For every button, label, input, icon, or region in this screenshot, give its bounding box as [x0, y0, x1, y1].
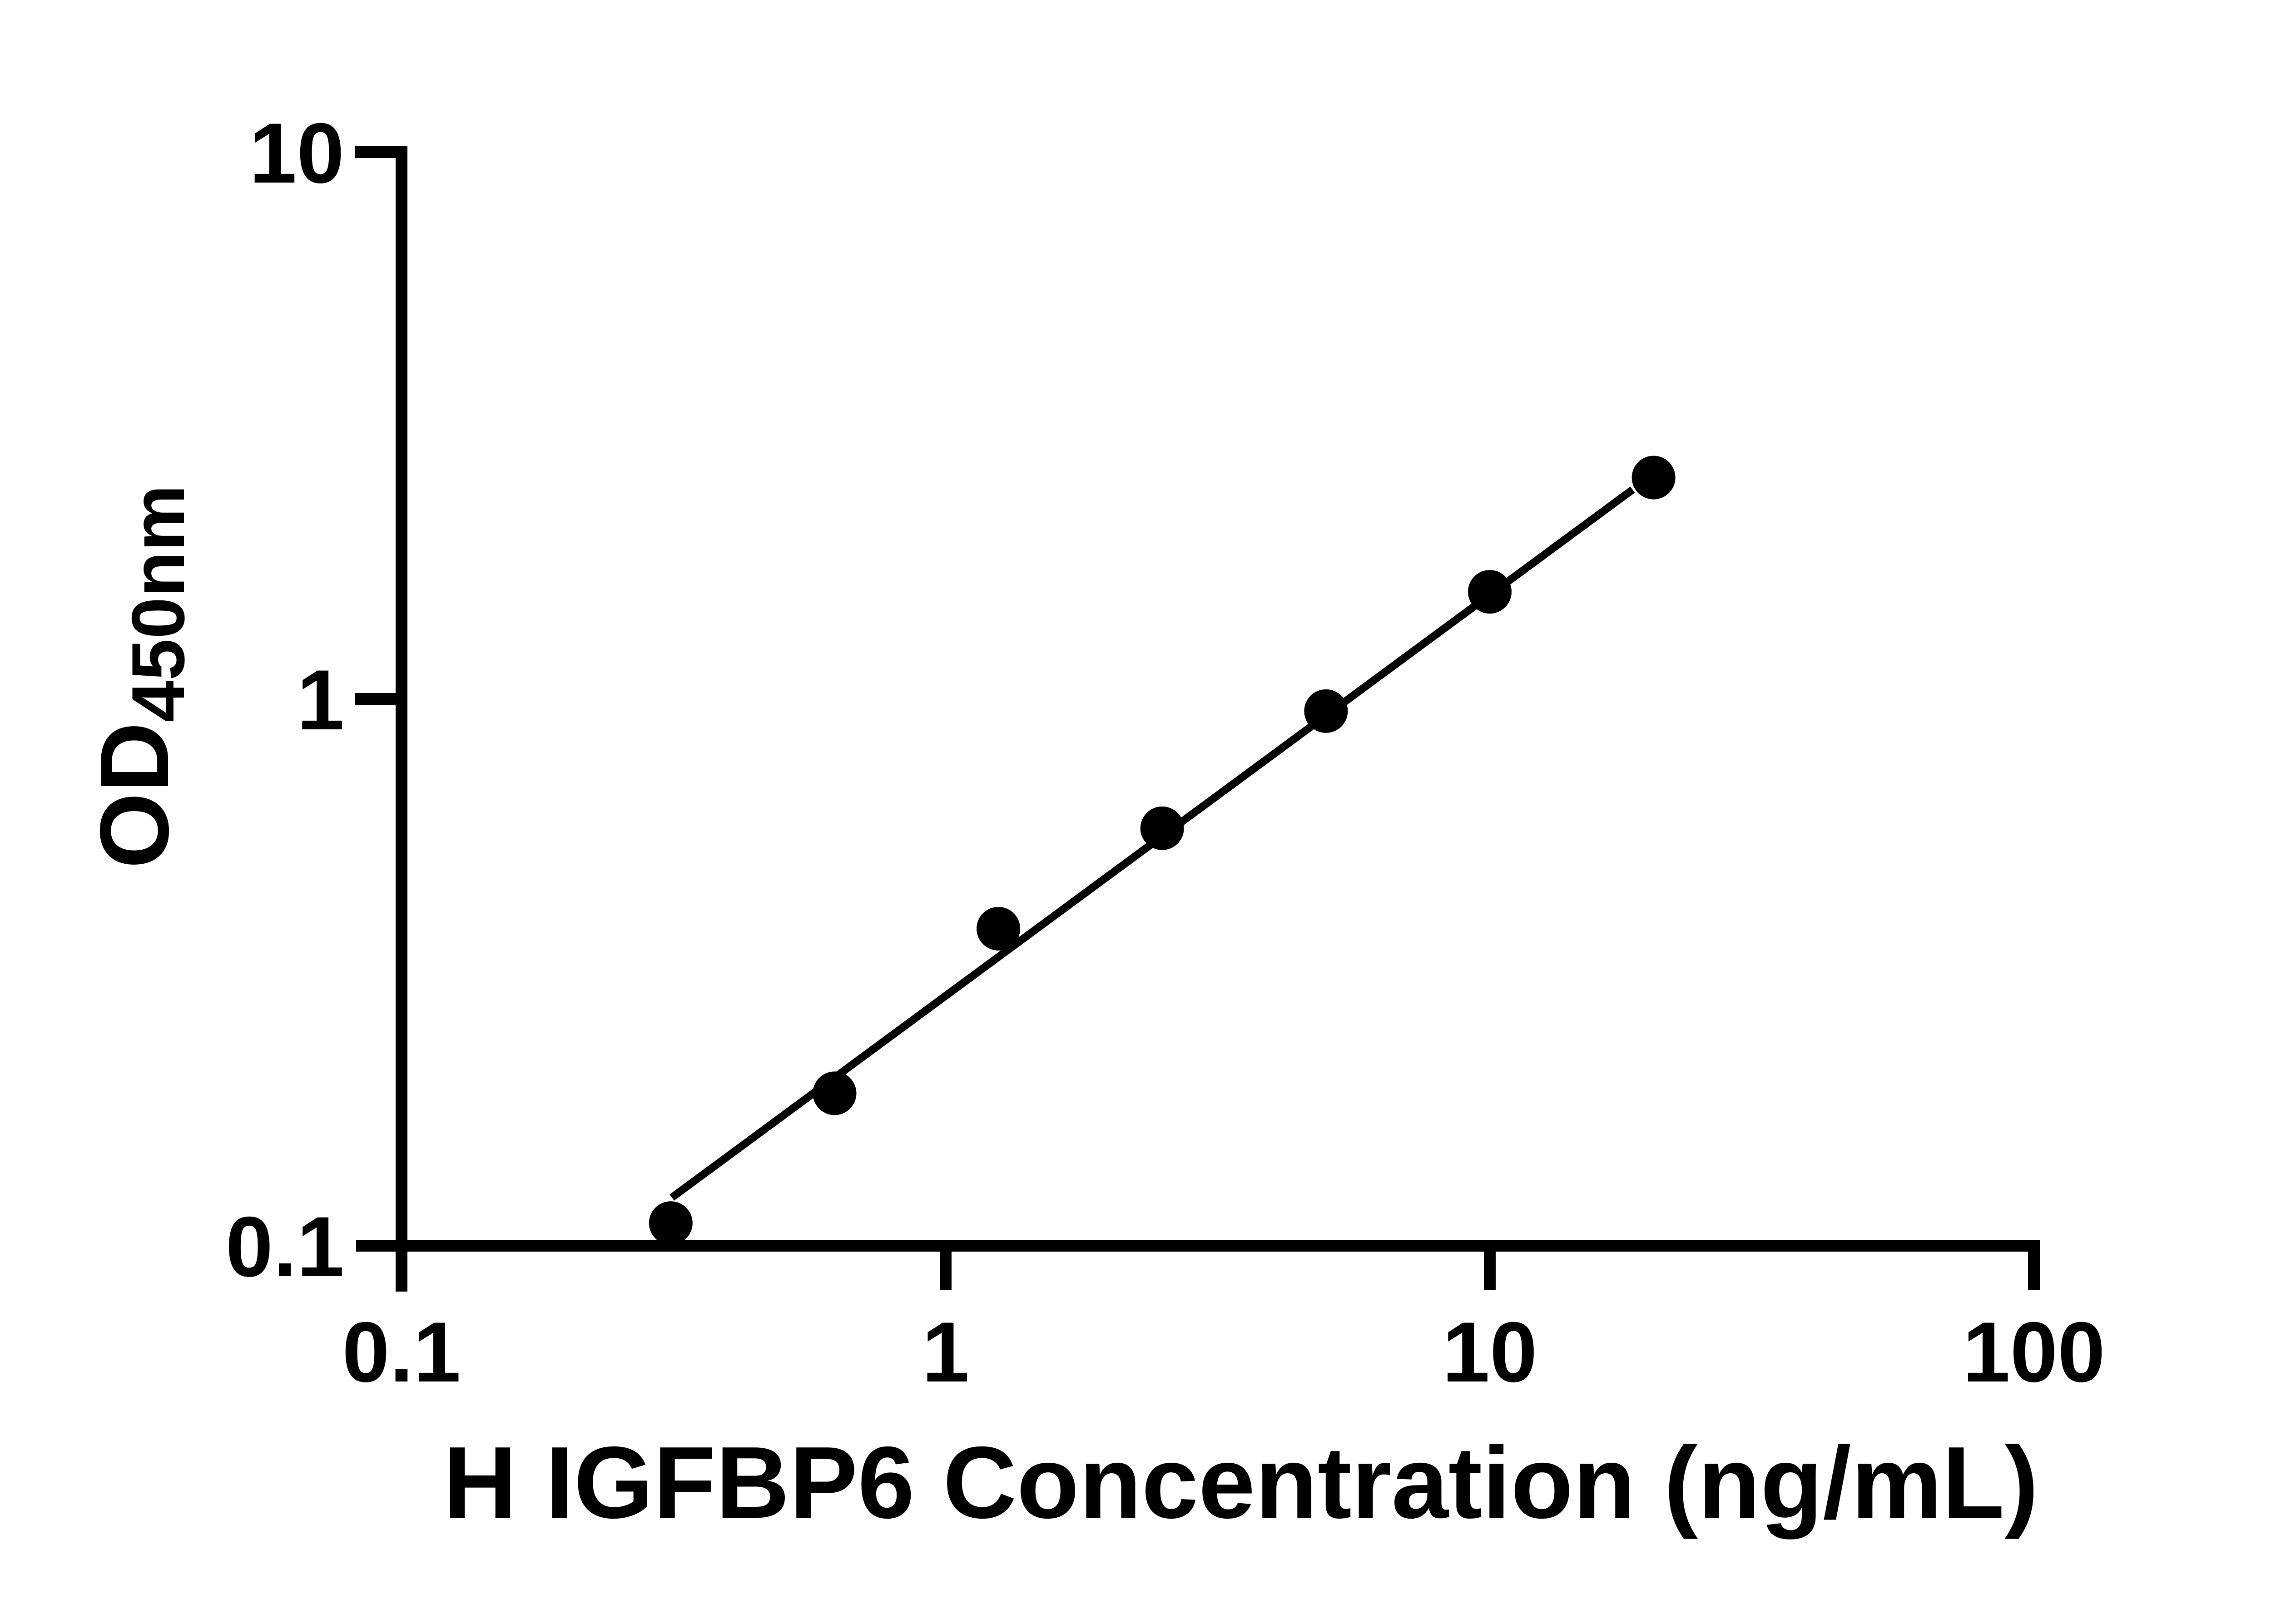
- y-tick-label-10: 10: [249, 105, 344, 201]
- x-tick-label-10: 10: [1442, 1304, 1537, 1400]
- y-tick-label-0.1: 0.1: [226, 1199, 344, 1294]
- y-tick-label-1: 1: [297, 652, 344, 748]
- y-tick-labels: 10 1 0.1: [226, 105, 344, 1294]
- x-tick-label-0.1: 0.1: [342, 1304, 461, 1400]
- x-tick-label-100: 100: [1963, 1304, 2105, 1400]
- x-tick-label-1: 1: [922, 1304, 970, 1400]
- svg-text:OD450nm: OD450nm: [79, 485, 200, 868]
- x-axis-title: H IGFBP6 Concentration (ng/mL): [443, 1425, 2038, 1540]
- data-point-marker: [1468, 570, 1512, 614]
- data-points: [649, 456, 1676, 1245]
- axes: [356, 146, 2040, 1292]
- y-axis-title-main: OD: [79, 722, 189, 869]
- y-axis-ticks: [355, 146, 407, 705]
- data-point-marker: [977, 906, 1021, 951]
- y-axis-title: OD450nm: [79, 485, 200, 868]
- x-axis-ticks: [940, 1246, 2040, 1290]
- data-point-marker: [1304, 689, 1348, 733]
- data-point-marker: [813, 1071, 857, 1115]
- x-tick-labels: 0.1 1 10 100: [342, 1304, 2105, 1400]
- data-point-marker: [1140, 806, 1184, 850]
- data-point-marker: [1631, 456, 1676, 500]
- y-axis-title-subscript: 450nm: [116, 485, 200, 722]
- data-point-marker: [649, 1201, 693, 1245]
